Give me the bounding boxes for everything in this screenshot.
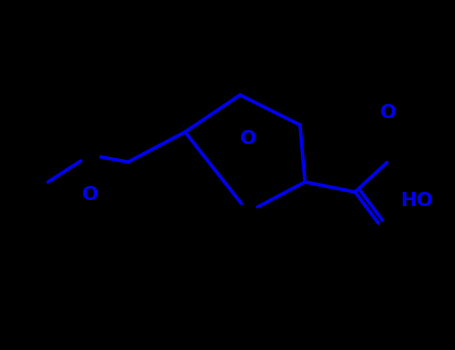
Text: O: O xyxy=(82,186,98,204)
Text: HO: HO xyxy=(400,190,433,210)
Text: O: O xyxy=(240,128,256,147)
Text: O: O xyxy=(379,103,396,121)
